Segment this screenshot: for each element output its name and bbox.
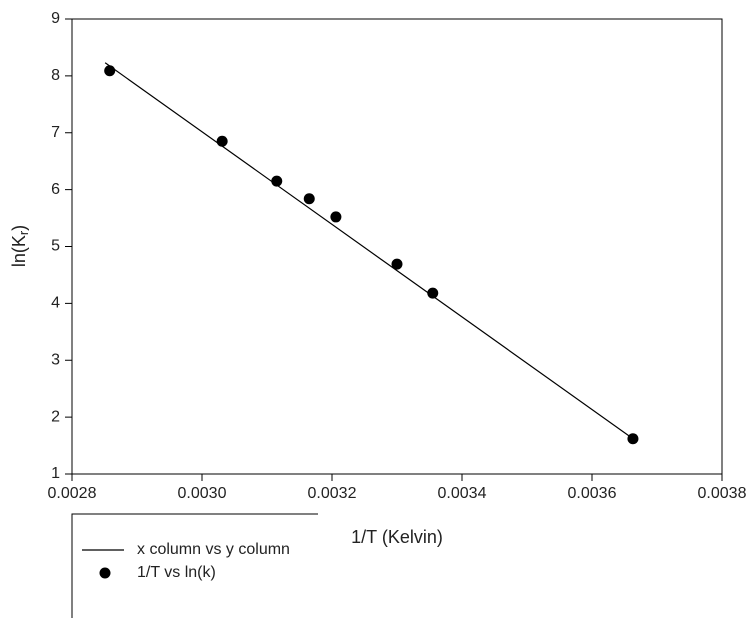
plot-frame xyxy=(71,18,723,475)
data-point xyxy=(427,287,439,299)
y-tick-label: 6 xyxy=(51,181,60,198)
x-axis-label: 1/T (Kelvin) xyxy=(351,527,443,547)
x-tick-label: 0.0028 xyxy=(48,485,97,502)
y-label-part: ln(K xyxy=(9,235,29,267)
x-tick-label: 0.0032 xyxy=(308,485,357,502)
data-point xyxy=(271,175,283,187)
data-point xyxy=(303,193,315,205)
y-tick-label: 1 xyxy=(51,465,60,482)
y-tick-label: 2 xyxy=(51,408,60,425)
x-tick-label: 0.0034 xyxy=(438,485,487,502)
data-point xyxy=(391,258,403,270)
legend-label: 1/T vs ln(k) xyxy=(137,564,216,581)
legend-label: x column vs y column xyxy=(137,541,290,558)
fit-line xyxy=(104,62,637,442)
y-tick-label: 7 xyxy=(51,124,60,141)
data-point xyxy=(627,433,639,445)
data-point xyxy=(104,65,116,77)
legend-marker xyxy=(99,567,111,579)
y-label-sub: r xyxy=(16,230,31,235)
y-tick-label: 3 xyxy=(51,351,60,368)
x-tick-label: 0.0038 xyxy=(698,485,747,502)
data-point xyxy=(216,135,228,147)
legend-box xyxy=(71,513,318,618)
x-tick-label: 0.0036 xyxy=(568,485,617,502)
y-tick-label: 9 xyxy=(51,10,60,27)
y-tick-label: 4 xyxy=(51,295,60,312)
y-axis-label: ln(Kr) xyxy=(9,225,32,267)
x-tick-label: 0.0030 xyxy=(178,485,227,502)
data-point xyxy=(330,211,342,223)
y-label-part: ) xyxy=(9,225,29,231)
y-tick-label: 8 xyxy=(51,67,60,84)
y-tick-label: 5 xyxy=(51,238,60,255)
